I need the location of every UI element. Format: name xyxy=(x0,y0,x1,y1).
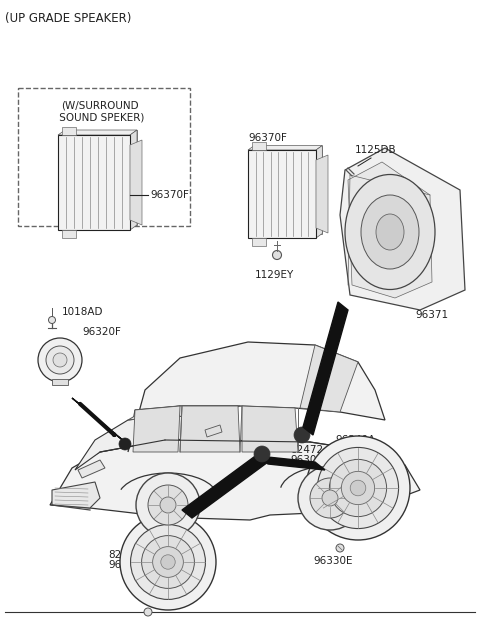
Polygon shape xyxy=(258,456,325,470)
Circle shape xyxy=(144,608,152,616)
Polygon shape xyxy=(316,145,322,238)
Polygon shape xyxy=(50,440,420,520)
Text: 96370F: 96370F xyxy=(248,133,287,143)
Text: 1129EY: 1129EY xyxy=(255,270,294,280)
Polygon shape xyxy=(128,406,240,420)
Bar xyxy=(52,379,68,385)
Circle shape xyxy=(48,316,56,324)
Circle shape xyxy=(298,466,362,530)
Circle shape xyxy=(350,480,366,496)
Polygon shape xyxy=(205,425,222,437)
Polygon shape xyxy=(252,142,266,150)
Polygon shape xyxy=(72,398,125,442)
Ellipse shape xyxy=(345,175,435,290)
Text: 96320F: 96320F xyxy=(82,327,121,337)
Circle shape xyxy=(341,471,374,504)
Circle shape xyxy=(46,346,74,374)
Circle shape xyxy=(254,446,270,462)
Circle shape xyxy=(306,436,410,540)
Bar xyxy=(58,135,130,230)
Circle shape xyxy=(161,555,175,569)
Ellipse shape xyxy=(376,214,404,250)
Polygon shape xyxy=(348,162,432,298)
Polygon shape xyxy=(62,230,76,238)
Circle shape xyxy=(38,338,82,382)
Polygon shape xyxy=(300,345,358,412)
Polygon shape xyxy=(133,406,180,452)
Circle shape xyxy=(317,448,398,529)
Ellipse shape xyxy=(361,195,419,269)
Text: 96340A: 96340A xyxy=(335,435,375,445)
Polygon shape xyxy=(52,482,100,508)
Circle shape xyxy=(142,535,194,589)
Text: 1125DB: 1125DB xyxy=(355,145,396,155)
Text: (W/SURROUND: (W/SURROUND xyxy=(61,101,139,111)
Polygon shape xyxy=(62,127,76,135)
Text: 82472: 82472 xyxy=(290,445,323,455)
Circle shape xyxy=(53,353,67,367)
Polygon shape xyxy=(303,302,348,435)
Circle shape xyxy=(322,490,338,506)
Circle shape xyxy=(136,473,200,537)
Polygon shape xyxy=(180,406,240,452)
Circle shape xyxy=(310,478,350,518)
Circle shape xyxy=(131,524,205,599)
Polygon shape xyxy=(130,130,137,230)
Polygon shape xyxy=(58,130,137,135)
Circle shape xyxy=(153,547,183,578)
Text: 1018AD: 1018AD xyxy=(62,307,104,317)
Text: 96301: 96301 xyxy=(108,560,141,570)
Text: 96371: 96371 xyxy=(415,310,448,320)
Circle shape xyxy=(160,497,176,513)
Circle shape xyxy=(336,544,344,552)
Polygon shape xyxy=(130,140,142,225)
Polygon shape xyxy=(316,155,328,233)
Text: 96301: 96301 xyxy=(290,455,323,465)
Text: 96330E: 96330E xyxy=(313,556,352,566)
Polygon shape xyxy=(128,342,385,452)
Circle shape xyxy=(273,251,281,259)
Polygon shape xyxy=(252,238,266,246)
Polygon shape xyxy=(75,415,215,470)
Circle shape xyxy=(120,514,216,610)
Polygon shape xyxy=(248,145,322,150)
Polygon shape xyxy=(254,145,322,233)
Polygon shape xyxy=(65,130,137,225)
Polygon shape xyxy=(182,454,268,518)
Polygon shape xyxy=(340,148,465,310)
Polygon shape xyxy=(78,460,105,478)
Circle shape xyxy=(294,427,310,443)
Text: SOUND SPEKER): SOUND SPEKER) xyxy=(56,112,144,122)
Text: (UP GRADE SPEAKER): (UP GRADE SPEAKER) xyxy=(5,12,132,25)
Bar xyxy=(18,88,190,226)
Text: 96370F: 96370F xyxy=(150,190,189,200)
Circle shape xyxy=(119,438,131,450)
Polygon shape xyxy=(242,406,298,452)
Circle shape xyxy=(148,485,188,525)
Bar xyxy=(248,150,316,238)
Text: 82472: 82472 xyxy=(108,550,141,560)
Circle shape xyxy=(329,459,386,517)
